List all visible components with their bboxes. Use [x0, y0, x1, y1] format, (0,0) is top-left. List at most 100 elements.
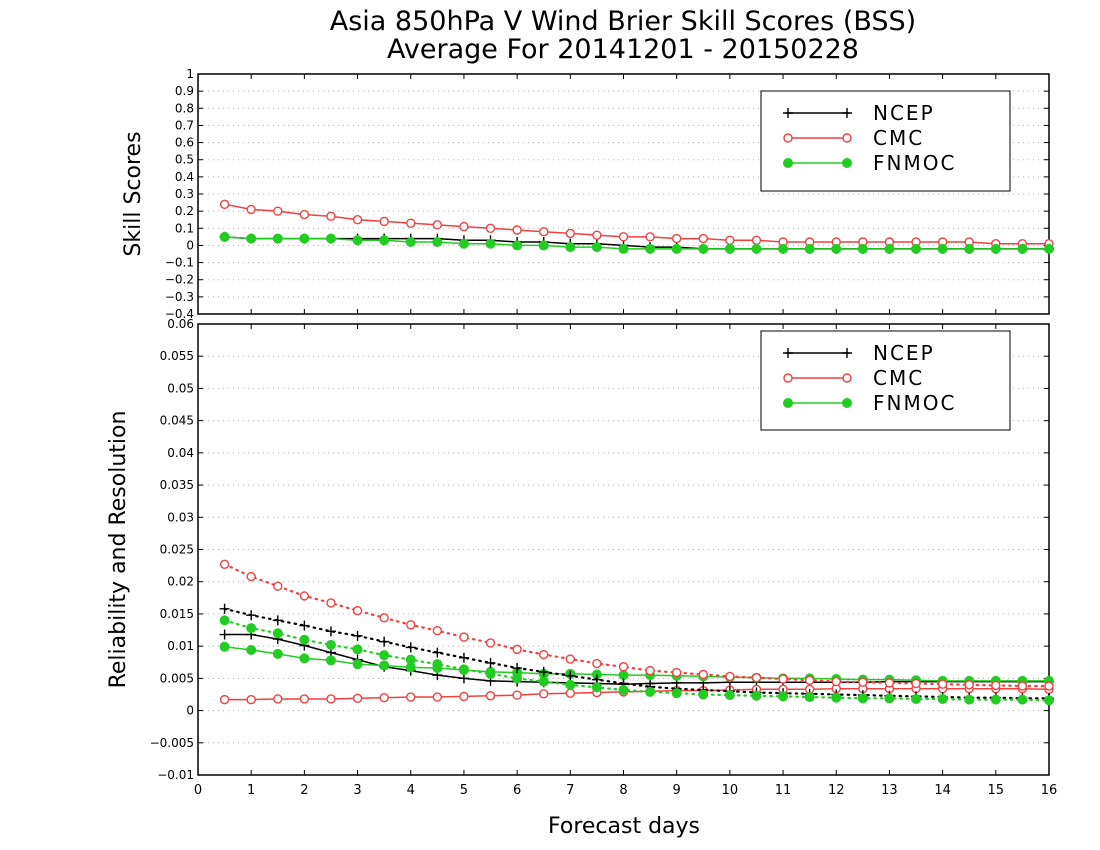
skill-scores-fnmoc-solid-point — [964, 243, 975, 254]
reliability-resolution-ncep-dotted-point — [272, 615, 283, 626]
skill-scores-fnmoc-solid-point — [458, 238, 469, 249]
reliability-resolution-y-tick-label: −0.01 — [157, 768, 194, 782]
skill-scores-fnmoc-solid-point — [432, 237, 443, 247]
skill-scores-legend-ncep-marker — [842, 108, 852, 118]
reliability-resolution-panel: −0.01 −0.005 0 0.005 0.01 0.015 0.02 0.025 0.03 0… — [106, 317, 1057, 798]
reliability-resolution-ncep-dotted-point — [565, 670, 576, 681]
skill-scores-fnmoc-solid-point — [778, 243, 789, 254]
skill-scores-cmc-solid-point — [273, 206, 283, 216]
reliability-resolution-cmc-dotted-point — [884, 678, 895, 688]
reliability-resolution-cmc-dotted-point — [512, 644, 522, 655]
reliability-resolution-fnmoc-solid-point — [246, 645, 257, 656]
reliability-resolution-cmc-dotted-point — [592, 658, 602, 669]
reliability-resolution-cmc-dotted-point — [645, 665, 655, 676]
x-tick-label: 10 — [722, 783, 739, 798]
reliability-resolution-cmc-solid-point — [379, 692, 389, 703]
reliability-resolution-legend-fnmoc-marker — [842, 398, 852, 408]
reliability-resolution-fnmoc-solid-point — [618, 670, 629, 681]
skill-scores-legend-fnmoc-marker — [783, 158, 793, 168]
reliability-resolution-y-tick-label: 0.045 — [160, 414, 194, 428]
reliability-resolution-cmc-dotted-point — [831, 676, 841, 687]
reliability-resolution-cmc-dotted-point — [725, 671, 735, 682]
skill-scores-legend-fnmoc-marker — [842, 158, 852, 168]
x-tick-label: 14 — [934, 783, 951, 798]
x-tick-label: 7 — [566, 783, 574, 798]
skill-scores-panel: −0.4 −0.3 −0.2 −0.1 0 0.1 0.2 0.3 0.4 0.5 0.6 0.7 0.… — [121, 67, 1054, 321]
skill-scores-cmc-solid-line — [224, 203, 1049, 245]
reliability-resolution-ncep-dotted-point — [352, 630, 363, 641]
reliability-resolution-fnmoc-dotted-point — [591, 682, 602, 693]
x-tick-label: 9 — [673, 783, 681, 798]
reliability-resolution-cmc-dotted-point — [379, 613, 389, 623]
reliability-resolution-ncep-dotted-point — [432, 647, 443, 658]
x-tick-label: 3 — [353, 783, 361, 798]
reliability-resolution-y-tick-label: 0.03 — [167, 510, 194, 524]
reliability-resolution-fnmoc-dotted-point — [724, 690, 735, 701]
x-axis-label: Forecast days — [548, 814, 700, 839]
reliability-resolution-fnmoc-solid-point — [299, 653, 310, 664]
skill-scores-fnmoc-solid-point — [857, 243, 868, 254]
reliability-resolution-cmc-dotted-point — [406, 620, 416, 630]
reliability-resolution-cmc-dotted-point — [858, 677, 868, 687]
skill-scores-fnmoc-solid-point — [884, 243, 895, 254]
skill-scores-cmc-solid-point — [379, 216, 389, 227]
reliability-resolution-ncep-dotted-point — [299, 620, 310, 631]
reliability-resolution-y-tick-label: −0.005 — [150, 736, 194, 750]
skill-scores-fnmoc-solid-point — [618, 243, 629, 254]
reliability-resolution-fnmoc-dotted-point — [857, 693, 868, 704]
skill-scores-cmc-solid-point — [485, 223, 496, 233]
reliability-resolution-cmc-dotted-point — [565, 654, 576, 664]
reliability-resolution-plot-frame — [197, 323, 1050, 776]
skill-scores-legend-ncep-label: NCEP — [873, 101, 935, 125]
reliability-resolution-fnmoc-dotted-point — [698, 689, 709, 700]
skill-scores-fnmoc-solid-point — [671, 243, 682, 254]
reliability-resolution-cmc-dotted-point — [937, 679, 948, 689]
reliability-resolution-fnmoc-dotted-point — [219, 615, 230, 626]
reliability-resolution-fnmoc-dotted-point — [937, 693, 948, 704]
reliability-resolution-fnmoc-dotted-point — [778, 691, 789, 702]
skill-scores-fnmoc-solid-point — [911, 243, 922, 254]
reliability-resolution-y-tick-label: 0 — [186, 704, 194, 718]
reliability-resolution-cmc-dotted-line — [223, 563, 1051, 688]
reliability-resolution-y-tick-label: 0.005 — [160, 671, 194, 685]
reliability-resolution-legend-cmc-marker — [842, 373, 852, 383]
reliability-resolution-ncep-dotted-point — [325, 626, 336, 637]
reliability-resolution-cmc-dotted-point — [778, 674, 788, 684]
reliability-resolution-legend-box — [760, 330, 1011, 431]
reliability-resolution-cmc-dotted-point — [698, 669, 708, 680]
reliability-resolution-fnmoc-dotted-point — [485, 668, 496, 679]
reliability-resolution-fnmoc-solid-point — [325, 655, 336, 666]
reliability-resolution-fnmoc-dotted-point — [990, 694, 1001, 705]
reliability-resolution-cmc-solid-point — [539, 689, 549, 699]
reliability-resolution-cmc-dotted-point — [671, 667, 682, 678]
x-tick-label: 5 — [460, 783, 468, 798]
reliability-resolution-fnmoc-dotted-point — [884, 693, 895, 704]
skill-scores-cmc-solid-point — [459, 221, 469, 232]
reliability-resolution-ncep-dotted-point — [538, 666, 549, 677]
skill-scores-fnmoc-solid-point — [724, 243, 735, 254]
reliability-resolution-cmc-solid-point — [219, 694, 230, 705]
skill-scores-y-tick-label: 1 — [186, 67, 194, 81]
reliability-resolution-cmc-dotted-point — [219, 559, 230, 570]
skill-scores-cmc-solid-point — [539, 227, 549, 237]
reliability-resolution-ncep-solid-point — [458, 673, 469, 684]
reliability-resolution-fnmoc-solid-line — [224, 646, 1049, 682]
reliability-resolution-legend-fnmoc-marker — [783, 398, 793, 408]
skill-scores-fnmoc-solid-point — [405, 237, 416, 247]
reliability-resolution-legend-cmc-label: CMC — [873, 366, 924, 390]
skill-scores-fnmoc-solid-point — [512, 240, 523, 251]
skill-scores-plot-frame — [197, 73, 1050, 315]
reliability-resolution-legend-fnmoc-label: FNMOC — [873, 391, 956, 415]
skill-scores-cmc-solid-point — [219, 199, 230, 209]
reliability-resolution-ncep-dotted-point — [219, 603, 230, 614]
skill-scores-cmc-solid-point — [326, 211, 336, 221]
reliability-resolution-cmc-solid-point — [432, 692, 443, 702]
chart-title: Asia 850hPa V Wind Brier Skill Scores (B… — [330, 6, 916, 37]
x-tick-label: 12 — [828, 783, 845, 798]
reliability-resolution-y-tick-label: 0.06 — [167, 317, 194, 331]
reliability-resolution-fnmoc-dotted-point — [272, 628, 283, 639]
skill-scores-cmc-solid-point — [299, 209, 310, 220]
skill-scores-y-tick-label: 0.8 — [175, 101, 194, 115]
reliability-resolution-fnmoc-solid-point — [272, 648, 283, 659]
